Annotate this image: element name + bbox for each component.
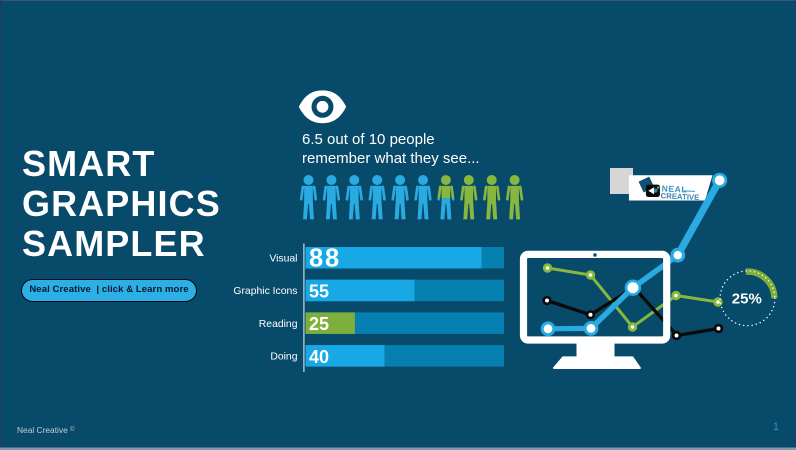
svg-text:25: 25 (309, 314, 329, 334)
svg-text:Visual: Visual (269, 254, 297, 265)
svg-text:Reading: Reading (259, 319, 298, 330)
svg-text:88: 88 (309, 245, 341, 273)
svg-text:40: 40 (309, 347, 329, 367)
svg-text:25%: 25% (732, 291, 762, 308)
svg-text:Graphic Icons: Graphic Icons (233, 286, 297, 297)
svg-text:Doing: Doing (270, 352, 297, 363)
svg-text:55: 55 (309, 282, 329, 302)
svg-text:CREATIVE: CREATIVE (660, 191, 699, 202)
svg-text:NEAL: NEAL (661, 183, 687, 194)
